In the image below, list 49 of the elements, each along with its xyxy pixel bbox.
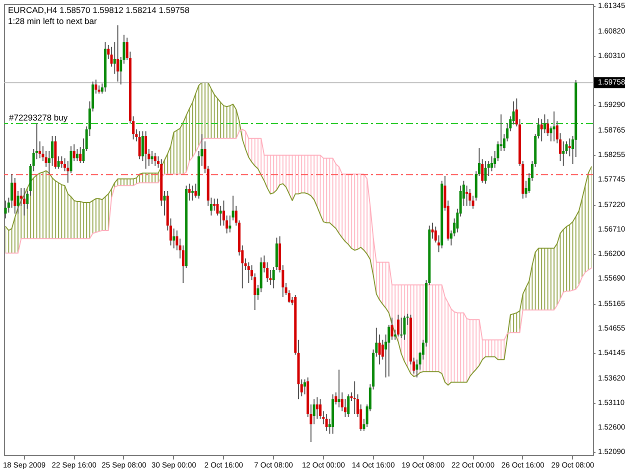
candlestick bbox=[396, 314, 400, 337]
candlestick bbox=[23, 188, 26, 216]
candlestick bbox=[466, 185, 468, 206]
candlestick bbox=[568, 138, 571, 157]
candlestick bbox=[562, 140, 565, 166]
candlestick bbox=[188, 183, 191, 202]
candlestick bbox=[552, 110, 556, 142]
candlestick bbox=[72, 144, 76, 162]
candlestick bbox=[191, 185, 194, 202]
line-series bbox=[5, 128, 592, 340]
candlestick bbox=[272, 266, 275, 289]
candlestick bbox=[116, 24, 119, 82]
ref-line-label: #72293278 buy bbox=[9, 112, 68, 122]
candlestick bbox=[275, 237, 278, 270]
candlestick bbox=[468, 188, 472, 206]
candlestick bbox=[154, 152, 156, 166]
candlestick bbox=[16, 190, 20, 214]
candlestick bbox=[484, 160, 487, 184]
line-series bbox=[5, 82, 592, 386]
text: 1:28 min left to next bar bbox=[8, 16, 97, 26]
candlestick bbox=[172, 228, 176, 249]
candlestick bbox=[138, 130, 141, 160]
candlestick bbox=[540, 118, 543, 142]
candlestick bbox=[219, 205, 222, 226]
candlestick bbox=[14, 177, 16, 214]
candlestick bbox=[76, 148, 78, 162]
candlestick bbox=[94, 79, 98, 94]
candlestick bbox=[57, 156, 60, 170]
chart-title: EURCAD,H4 1.58570 1.59812 1.58214 1.59758 bbox=[8, 5, 190, 15]
candlestick bbox=[60, 156, 63, 168]
candlestick bbox=[403, 315, 406, 340]
candlestick bbox=[194, 183, 197, 198]
candlestick bbox=[347, 394, 350, 418]
candlestick bbox=[353, 380, 356, 415]
candlestick bbox=[213, 198, 216, 212]
candlestick bbox=[113, 42, 116, 74]
candlestick bbox=[10, 174, 14, 208]
candlestick bbox=[4, 200, 7, 219]
candlestick bbox=[247, 262, 250, 284]
candlestick bbox=[431, 222, 434, 240]
candlestick bbox=[163, 190, 166, 216]
candlestick bbox=[144, 130, 148, 170]
candlestick bbox=[400, 317, 403, 338]
candlestick bbox=[325, 414, 328, 432]
candlestick bbox=[437, 234, 440, 253]
candlestick bbox=[79, 146, 82, 164]
candlestick bbox=[338, 369, 340, 408]
candlestick bbox=[303, 378, 306, 395]
candlestick bbox=[316, 396, 318, 420]
